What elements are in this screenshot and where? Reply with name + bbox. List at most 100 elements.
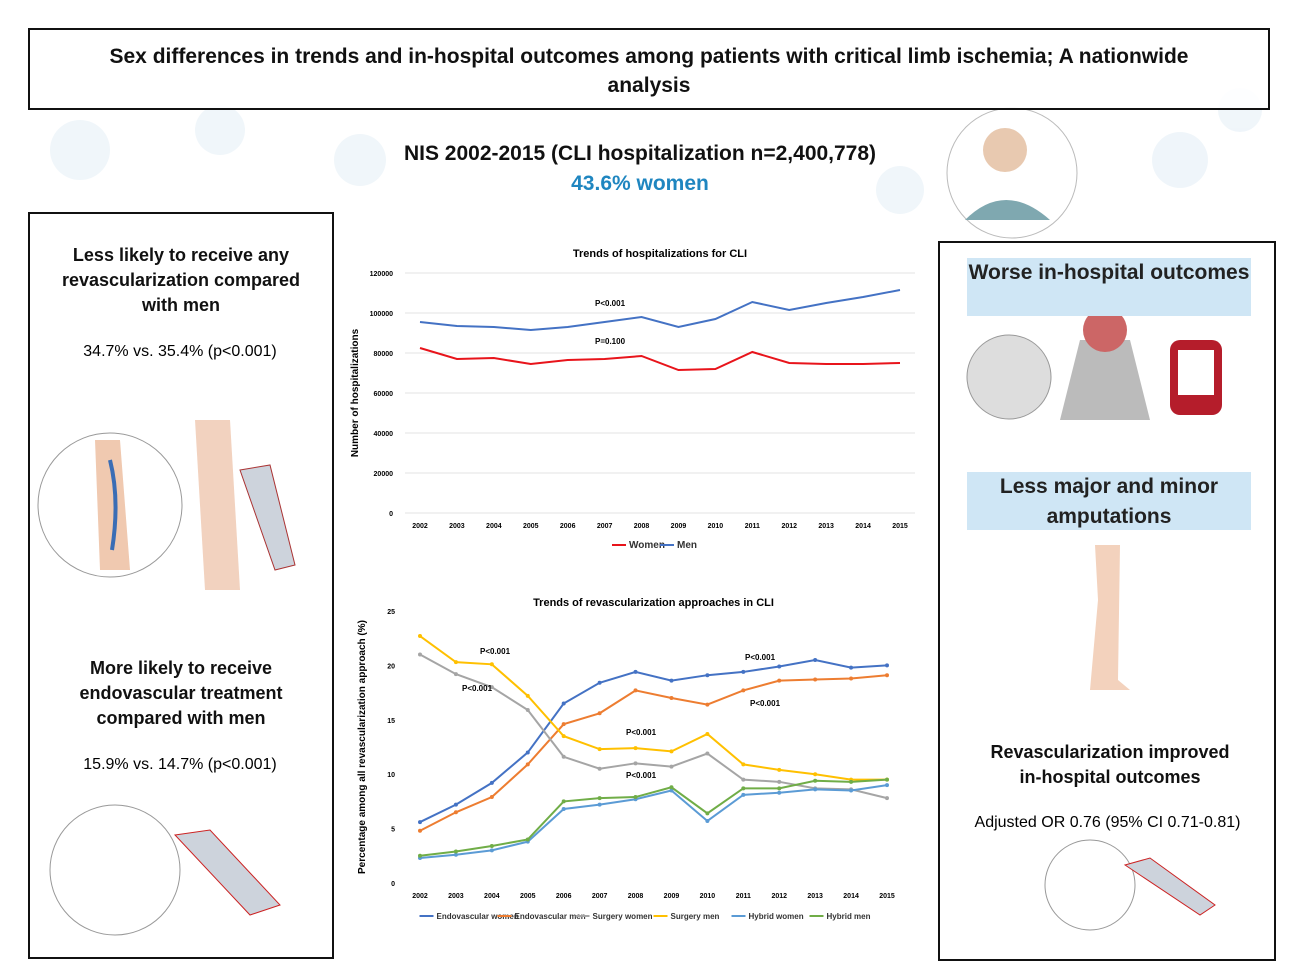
annotation: P<0.001	[745, 653, 776, 662]
point	[777, 664, 782, 669]
x-tick-label: 2002	[412, 893, 428, 900]
x-tick-label: 2014	[843, 893, 859, 900]
point	[885, 663, 889, 668]
point	[561, 807, 566, 812]
x-tick-label: 2013	[818, 523, 834, 530]
point	[705, 702, 710, 707]
point	[777, 767, 782, 772]
x-tick-label: 2003	[448, 893, 464, 900]
point	[525, 750, 530, 755]
y-tick-label: 100000	[370, 311, 393, 318]
x-tick-label: 2011	[745, 523, 760, 530]
point	[885, 777, 889, 782]
panel-stat: 15.9% vs. 14.7% (p<0.001)	[83, 756, 277, 773]
point	[741, 792, 746, 797]
x-tick-label: 2006	[556, 893, 572, 900]
point	[489, 848, 494, 853]
series-line	[419, 653, 888, 800]
point	[633, 761, 638, 766]
x-tick-label: 2010	[700, 893, 716, 900]
point	[885, 796, 889, 801]
x-tick-label: 2015	[879, 893, 895, 900]
y-tick-label: 10	[387, 772, 395, 779]
point	[453, 852, 458, 857]
point	[813, 772, 818, 777]
point	[813, 677, 818, 682]
y-tick-label: 0	[391, 881, 395, 888]
legend-label: Endovascular women	[437, 912, 519, 921]
point	[777, 779, 782, 784]
point	[705, 673, 710, 678]
point	[741, 762, 746, 767]
y-tick-label: 15	[387, 718, 395, 725]
point	[705, 751, 710, 756]
point	[489, 795, 494, 800]
x-tick-label: 2007	[592, 893, 608, 900]
point	[813, 657, 818, 662]
point	[418, 853, 422, 858]
point	[705, 811, 710, 816]
point	[849, 779, 854, 784]
title-box: Sex differences in trends and in-hospita…	[28, 28, 1270, 110]
left-panel	[28, 212, 334, 959]
point	[885, 783, 889, 788]
point	[849, 665, 854, 670]
point	[489, 844, 494, 849]
point	[453, 672, 458, 677]
x-tick-label: 2009	[671, 523, 687, 530]
point	[525, 837, 530, 842]
legend-label: Women	[629, 540, 665, 551]
x-tick-label: 2011	[736, 893, 751, 900]
series-line	[419, 674, 888, 832]
annotation: P<0.001	[595, 299, 626, 308]
point	[561, 701, 566, 706]
point	[597, 747, 602, 752]
x-tick-label: 2012	[781, 523, 797, 530]
point	[525, 762, 530, 767]
point	[561, 722, 566, 727]
y-tick-label: 20	[387, 663, 395, 670]
legend-label: Surgery women	[593, 912, 653, 921]
point	[597, 766, 602, 771]
x-tick-label: 2013	[807, 893, 823, 900]
x-tick-label: 2005	[523, 523, 539, 530]
panel-heading: Less likely to receive any revasculariza…	[61, 245, 301, 315]
point	[597, 802, 602, 807]
point	[849, 676, 854, 681]
y-tick-label: 20000	[374, 471, 394, 478]
chart-title: Trends of revascularization approaches i…	[533, 597, 774, 609]
point	[597, 711, 602, 716]
panel-heading: Revascularization improved in-hospital o…	[990, 742, 1230, 787]
x-tick-label: 2003	[449, 523, 465, 530]
series-line	[419, 347, 901, 372]
point	[525, 708, 530, 713]
y-axis-title: Number of hospitalizations	[350, 328, 361, 457]
x-tick-label: 2008	[634, 523, 650, 530]
point	[418, 634, 422, 639]
panel-stat: 34.7% vs. 35.4% (p<0.001)	[83, 343, 277, 360]
annotation: P<0.001	[462, 684, 493, 693]
panel-stat: Adjusted OR 0.76 (95% CI 0.71-0.81)	[974, 814, 1241, 831]
point	[669, 788, 674, 793]
point	[669, 764, 674, 769]
y-tick-label: 0	[389, 511, 393, 518]
point	[597, 796, 602, 801]
point	[418, 828, 422, 833]
legend-label: Hybrid men	[827, 912, 871, 921]
point	[418, 820, 422, 825]
point	[813, 778, 818, 783]
x-tick-label: 2006	[560, 523, 576, 530]
y-tick-label: 80000	[374, 351, 394, 358]
point	[561, 754, 566, 759]
point	[777, 678, 782, 683]
x-tick-label: 2010	[708, 523, 724, 530]
point	[418, 652, 422, 657]
y-tick-label: 40000	[374, 431, 394, 438]
point	[669, 696, 674, 701]
point	[561, 734, 566, 739]
annotation: P<0.001	[480, 647, 511, 656]
cohort: NIS 2002-2015 (CLI hospitalization n=2,4…	[403, 142, 877, 165]
x-tick-label: 2002	[412, 523, 428, 530]
y-tick-label: 5	[391, 827, 395, 834]
